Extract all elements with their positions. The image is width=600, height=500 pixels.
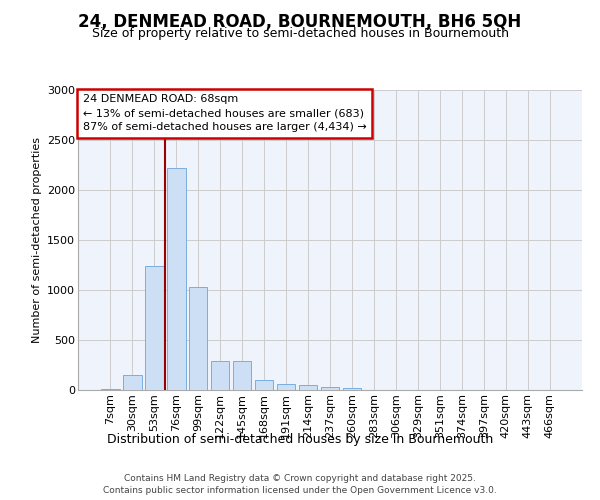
Text: 24 DENMEAD ROAD: 68sqm
← 13% of semi-detached houses are smaller (683)
87% of se: 24 DENMEAD ROAD: 68sqm ← 13% of semi-det… — [83, 94, 367, 132]
Bar — [299, 385, 317, 390]
Y-axis label: Number of semi-detached properties: Number of semi-detached properties — [32, 137, 41, 343]
Text: Contains HM Land Registry data © Crown copyright and database right 2025.
Contai: Contains HM Land Registry data © Crown c… — [103, 474, 497, 495]
Text: 24, DENMEAD ROAD, BOURNEMOUTH, BH6 5QH: 24, DENMEAD ROAD, BOURNEMOUTH, BH6 5QH — [79, 12, 521, 30]
Bar — [101, 388, 119, 390]
Text: Distribution of semi-detached houses by size in Bournemouth: Distribution of semi-detached houses by … — [107, 432, 493, 446]
Bar — [255, 380, 274, 390]
Bar — [320, 387, 340, 390]
Bar — [233, 360, 251, 390]
Bar — [343, 388, 361, 390]
Bar — [211, 361, 229, 390]
Bar — [189, 287, 208, 390]
Bar — [123, 374, 142, 390]
Bar — [167, 168, 185, 390]
Text: Size of property relative to semi-detached houses in Bournemouth: Size of property relative to semi-detach… — [91, 28, 509, 40]
Bar — [145, 266, 164, 390]
Bar — [277, 384, 295, 390]
